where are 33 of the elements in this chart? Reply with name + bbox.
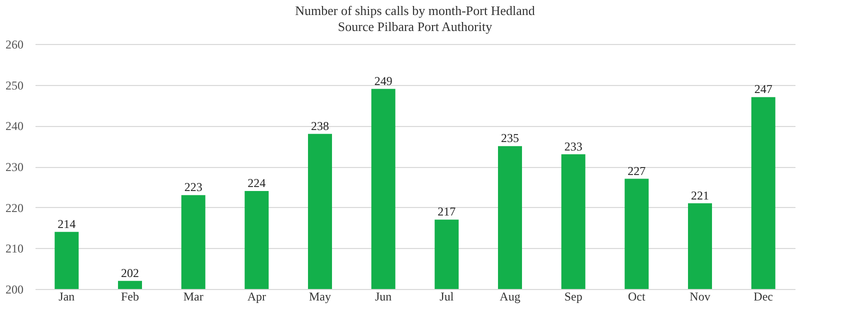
y-tick-label: 200 [6,282,24,296]
data-label: 227 [628,164,646,178]
x-tick-label: Feb [121,290,139,304]
data-label: 224 [248,176,266,190]
x-tick-label: Dec [754,290,773,304]
x-tick-label: May [309,290,331,304]
data-label: 235 [501,131,519,146]
y-tick-label: 210 [6,242,24,256]
data-label: 249 [374,74,392,88]
y-tick-label: 230 [6,160,24,174]
data-label: 247 [754,82,772,96]
x-tick-label: Mar [183,290,204,304]
chart-subtitle: Source Pilbara Port Authority [338,19,493,34]
x-tick-label: Aug [500,290,520,304]
data-label: 217 [438,204,456,219]
x-tick-label: Apr [247,290,266,304]
x-tick-label: Nov [690,290,710,304]
x-tick-label: Jan [58,290,75,304]
chart-title: Number of ships calls by month-Port Hedland [295,3,536,18]
x-tick-label: Jul [440,290,454,304]
y-tick-label: 240 [6,119,24,134]
data-label: 223 [184,180,202,194]
y-tick-label: 250 [6,78,24,92]
y-tick-label: 220 [6,200,24,215]
data-label: 221 [691,188,709,202]
x-tick-label: Oct [628,290,646,304]
data-label: 233 [564,139,582,154]
x-tick-label: Jun [374,290,392,304]
data-label: 238 [311,118,329,133]
y-tick-label: 260 [6,38,24,52]
x-tick-label: Sep [564,290,582,304]
data-label: 202 [121,266,139,280]
data-label: 214 [58,216,76,231]
